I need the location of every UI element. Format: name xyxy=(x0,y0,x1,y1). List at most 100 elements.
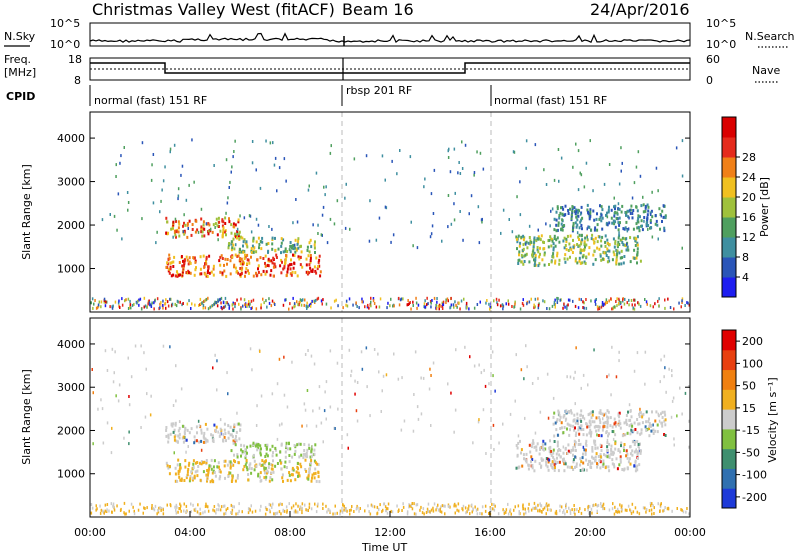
echo-cell xyxy=(642,195,644,199)
echo-cell xyxy=(659,227,661,231)
echo-cell xyxy=(649,501,652,505)
echo-cell xyxy=(601,257,604,261)
echo-cell xyxy=(589,428,592,432)
echo-cell xyxy=(546,307,548,310)
echo-cell xyxy=(575,142,577,146)
echo-cell xyxy=(294,238,297,242)
echo-cell xyxy=(190,233,193,237)
echo-cell xyxy=(572,453,574,457)
echo-cell xyxy=(354,379,356,383)
echo-cell xyxy=(585,433,588,437)
echo-cell xyxy=(688,512,690,516)
echo-cell xyxy=(222,438,225,442)
echo-cell xyxy=(273,512,275,516)
echo-cell xyxy=(337,304,339,308)
echo-cell xyxy=(216,304,219,308)
echo-cell xyxy=(199,267,202,271)
echo-cell xyxy=(297,246,300,250)
echo-cell xyxy=(299,298,302,302)
echo-cell xyxy=(624,226,627,230)
echo-cell xyxy=(505,302,507,306)
echo-cell xyxy=(156,230,158,234)
colorbar-tick-label: 200 xyxy=(742,335,763,348)
echo-cell xyxy=(579,463,582,467)
echo-cell xyxy=(227,475,230,478)
echo-cell xyxy=(221,257,224,260)
echo-cell xyxy=(549,235,552,239)
echo-cell xyxy=(654,429,657,433)
echo-cell xyxy=(502,422,504,426)
echo-cell xyxy=(615,457,618,461)
echo-cell xyxy=(608,373,610,377)
echo-cell xyxy=(301,424,303,428)
echo-cell xyxy=(351,505,353,508)
echo-cell xyxy=(184,459,187,463)
echo-cell xyxy=(242,250,245,254)
echo-cell xyxy=(589,208,592,212)
echo-cell xyxy=(601,235,604,239)
echo-cell xyxy=(398,303,401,307)
echo-cell xyxy=(588,246,591,250)
echo-cell xyxy=(354,392,356,396)
echo-cell xyxy=(181,264,184,268)
echo-cell xyxy=(462,238,464,242)
echo-cell xyxy=(387,507,389,511)
echo-cell xyxy=(207,509,210,513)
echo-cell xyxy=(265,270,268,274)
echo-cell xyxy=(204,437,207,441)
echo-cell xyxy=(554,259,557,263)
echo-cell xyxy=(415,503,418,507)
echo-cell xyxy=(639,411,642,415)
echo-cell xyxy=(263,301,265,305)
echo-cell xyxy=(564,460,567,464)
echo-cell xyxy=(358,509,360,513)
echo-cell xyxy=(579,507,581,511)
echo-cell xyxy=(103,300,106,304)
echo-cell xyxy=(191,478,194,482)
echo-cell xyxy=(563,257,566,261)
echo-cell xyxy=(167,440,170,444)
echo-cell xyxy=(211,304,214,308)
echo-cell xyxy=(128,430,130,434)
echo-cell xyxy=(372,299,375,303)
echo-cell xyxy=(441,504,444,508)
echo-cell xyxy=(613,196,615,200)
echo-cell xyxy=(432,506,434,510)
echo-cell xyxy=(111,510,113,514)
echo-cell xyxy=(218,477,221,481)
echo-cell xyxy=(252,298,255,302)
echo-cell xyxy=(519,241,522,245)
echo-cell xyxy=(603,453,605,457)
echo-cell xyxy=(533,262,536,266)
echo-cell xyxy=(413,512,416,516)
echo-cell xyxy=(573,413,576,417)
echo-cell xyxy=(239,258,242,262)
echo-cell xyxy=(422,376,425,380)
echo-cell xyxy=(551,239,554,243)
echo-cell xyxy=(172,430,175,434)
echo-cell xyxy=(315,479,318,483)
echo-cell xyxy=(183,221,185,225)
echo-cell xyxy=(645,420,648,424)
echo-cell xyxy=(539,238,542,242)
echo-cell xyxy=(201,234,204,238)
echo-cell xyxy=(648,509,651,513)
echo-cell xyxy=(267,249,270,253)
echo-cell xyxy=(264,455,267,458)
echo-cell xyxy=(633,307,636,311)
echo-cell xyxy=(260,247,263,251)
echo-cell xyxy=(174,479,177,483)
echo-cell xyxy=(205,260,207,263)
echo-cell xyxy=(606,441,609,445)
echo-cell xyxy=(615,258,618,262)
echo-cell xyxy=(207,439,209,443)
echo-cell xyxy=(566,257,569,261)
echo-cell xyxy=(493,503,495,507)
echo-cell xyxy=(518,253,520,257)
echo-cell xyxy=(606,425,609,429)
echo-cell xyxy=(368,306,370,310)
echo-cell xyxy=(505,508,508,512)
echo-cell xyxy=(524,507,526,511)
echo-cell xyxy=(183,430,186,434)
